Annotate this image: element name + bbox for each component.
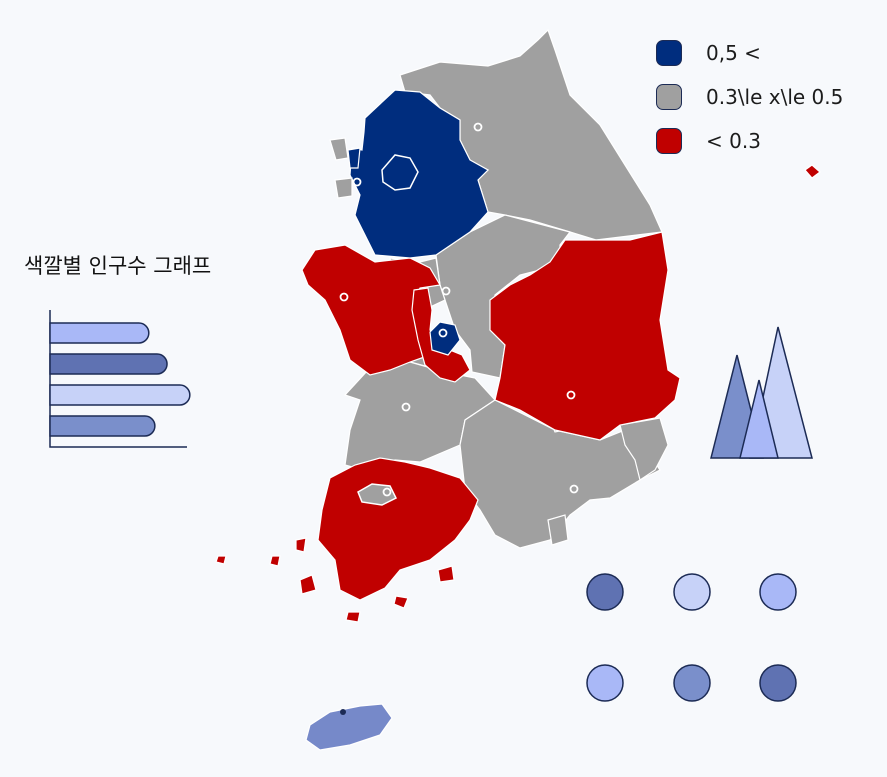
decor-dot — [586, 664, 624, 702]
decor-dot — [673, 573, 711, 611]
region-daejeon[interactable] — [429, 321, 461, 356]
legend-swatch-low — [656, 128, 682, 154]
triangle-decoration — [710, 326, 813, 459]
legend-item: 0.3\le x\le 0.5 — [656, 82, 843, 112]
legend-item: < 0.3 — [656, 126, 843, 156]
legend-label-high: 0,5 < — [706, 41, 761, 65]
decor-dot — [759, 573, 797, 611]
region-jeju[interactable] — [305, 703, 393, 751]
legend-swatch-mid — [656, 84, 682, 110]
legend-item: 0,5 < — [656, 38, 843, 68]
legend-swatch-high — [656, 40, 682, 66]
legend-label-mid: 0.3\le x\le 0.5 — [706, 85, 844, 109]
chart-bar — [49, 322, 150, 344]
chart-bar — [49, 415, 156, 437]
chart-bar — [49, 353, 168, 375]
chart-bar — [49, 384, 191, 406]
decor-dot — [586, 573, 624, 611]
decor-dot — [673, 664, 711, 702]
blue-regions — [349, 89, 489, 356]
dokdo-island — [804, 164, 821, 179]
map-legend: 0,5 < 0.3\le x\le 0.5 < 0.3 — [656, 38, 843, 170]
region-gyeongbuk[interactable] — [489, 231, 681, 441]
triangle-middle — [739, 379, 779, 459]
region-sejong-corridor[interactable] — [411, 287, 471, 383]
region-busan-ulsan[interactable] — [619, 417, 669, 481]
chart-title: 색깔별 인구수 그래프 — [24, 254, 212, 278]
jeju-city-marker — [340, 709, 346, 715]
west-islands — [215, 137, 821, 623]
decor-dot — [759, 664, 797, 702]
legend-label-low: < 0.3 — [706, 129, 761, 153]
red-regions — [301, 231, 681, 601]
dot-decoration — [586, 573, 797, 702]
region-seoul[interactable] — [381, 154, 419, 191]
side-bar-chart — [49, 310, 191, 448]
city-markers — [339, 122, 579, 497]
